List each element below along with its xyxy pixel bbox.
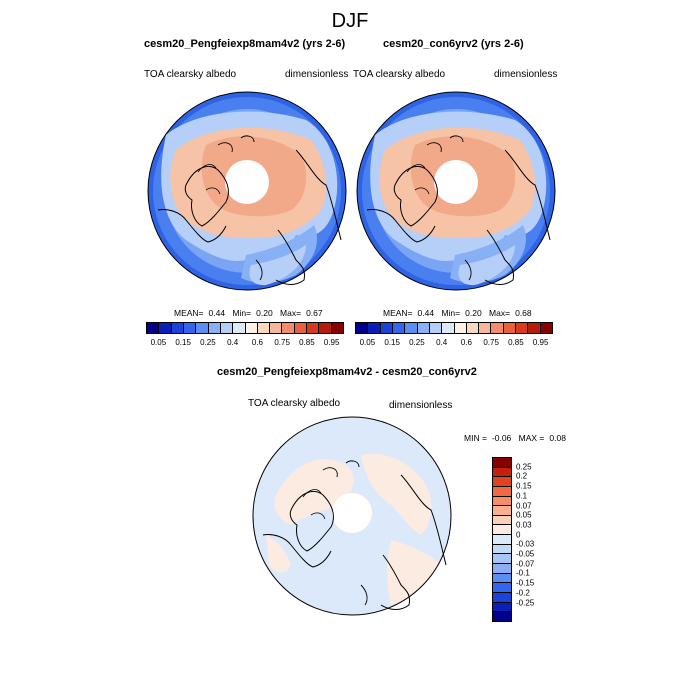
colorbar-swatch: [331, 323, 343, 333]
colorbar-swatch: [442, 323, 455, 333]
figure-title: DJF: [331, 10, 369, 32]
colorbar-swatch: [528, 323, 541, 333]
colorbar-tick-label: 0.85: [508, 338, 524, 347]
colorbar-swatch: [196, 323, 209, 333]
colorbar-swatch: [516, 323, 529, 333]
colorbar-tick-label: 0.15: [175, 338, 191, 347]
right-panel-title: cesm20_con6yrv2 (yrs 2-6): [383, 38, 524, 50]
colorbar-swatch: [493, 467, 511, 478]
colorbar-swatch: [405, 323, 418, 333]
colorbar-tick-label: 0.05: [359, 338, 376, 347]
diff-stats: MIN = -0.06 MAX = 0.08: [464, 433, 566, 443]
colorbar-swatch: [380, 323, 393, 333]
colorbar-tick-label: 0.05: [150, 338, 167, 347]
colorbar-tick-label: -0.25: [516, 598, 535, 608]
colorbar-tick-label: 0.75: [483, 338, 499, 347]
right-colorbar: [355, 322, 553, 334]
colorbar-swatch: [493, 602, 511, 613]
colorbar-swatch: [270, 323, 283, 333]
colorbar-tick-label: 0.75: [274, 338, 290, 347]
colorbar-swatch: [171, 323, 184, 333]
diff-units-label: dimensionless: [389, 400, 453, 411]
colorbar-tick-label: 0.85: [299, 338, 315, 347]
right-stats: MEAN= 0.44 Min= 0.20 Max= 0.68: [383, 308, 532, 318]
colorbar-swatch: [493, 458, 511, 468]
colorbar-tick-label: 0.15: [516, 481, 532, 491]
colorbar-swatch: [392, 323, 406, 333]
colorbar-swatch: [282, 323, 295, 333]
right-variable-label: TOA clearsky albedo: [353, 69, 446, 80]
colorbar-tick-label: 0.07: [516, 501, 532, 511]
colorbar-swatch: [493, 515, 511, 526]
colorbar-swatch: [417, 323, 430, 333]
colorbar-tick-label: -0.05: [516, 549, 535, 559]
colorbar-swatch: [503, 323, 517, 333]
colorbar-swatch: [208, 323, 221, 333]
colorbar-swatch: [294, 323, 308, 333]
colorbar-tick-label: 0.4: [227, 338, 239, 347]
diff-colorbar: [492, 457, 512, 622]
colorbar-tick-label: -0.2: [516, 588, 530, 598]
colorbar-swatch: [479, 323, 492, 333]
colorbar-swatch: [493, 544, 511, 555]
colorbar-swatch: [307, 323, 320, 333]
left-stats: MEAN= 0.44 Min= 0.20 Max= 0.67: [174, 308, 323, 318]
colorbar-swatch: [493, 592, 511, 603]
colorbar-tick-label: 0.1: [516, 491, 528, 501]
diff-panel-title: cesm20_Pengfeiexp8mam4v2 - cesm20_con6yr…: [217, 366, 477, 378]
colorbar-tick-label: -0.15: [516, 578, 535, 588]
colorbar-tick-label: 0.95: [532, 338, 549, 347]
colorbar-swatch: [493, 525, 511, 536]
right-units-label: dimensionless: [494, 69, 558, 80]
colorbar-swatch: [220, 323, 234, 333]
colorbar-tick-label: 0.05: [516, 510, 532, 520]
colorbar-swatch: [454, 323, 467, 333]
colorbar-tick-label: -0.1: [516, 568, 530, 578]
diff-polar-map: [252, 416, 452, 616]
colorbar-swatch: [245, 323, 258, 333]
colorbar-swatch: [493, 564, 511, 574]
left-panel-title: cesm20_Pengfeiexp8mam4v2 (yrs 2-6): [144, 38, 346, 50]
colorbar-swatch: [493, 506, 511, 516]
colorbar-swatch: [159, 323, 172, 333]
colorbar-tick-label: 0.03: [516, 520, 532, 530]
colorbar-swatch: [233, 323, 246, 333]
colorbar-tick-label: 0.6: [460, 338, 472, 347]
colorbar-tick-label: 0.25: [516, 462, 532, 472]
colorbar-tick-label: 0.15: [384, 338, 400, 347]
colorbar-swatch: [183, 323, 197, 333]
colorbar-tick-label: 0.6: [251, 338, 263, 347]
colorbar-swatch: [319, 323, 332, 333]
left-polar-map: [147, 91, 347, 291]
colorbar-swatch: [493, 477, 511, 487]
right-polar-map: [356, 91, 556, 291]
colorbar-swatch: [493, 583, 511, 593]
colorbar-tick-label: 0.2: [516, 471, 528, 481]
colorbar-swatch: [466, 323, 480, 333]
colorbar-swatch: [493, 612, 511, 621]
colorbar-swatch: [493, 554, 511, 565]
colorbar-swatch: [540, 323, 552, 333]
colorbar-tick-label: 0.25: [409, 338, 425, 347]
colorbar-tick-label: 0.25: [200, 338, 216, 347]
colorbar-swatch: [491, 323, 504, 333]
left-colorbar: [146, 322, 344, 334]
colorbar-tick-label: -0.07: [516, 559, 535, 569]
colorbar-tick-label: 0.4: [436, 338, 448, 347]
colorbar-tick-label: 0: [516, 530, 521, 540]
colorbar-swatch: [368, 323, 381, 333]
colorbar-swatch: [493, 535, 511, 545]
colorbar-swatch: [493, 573, 511, 584]
colorbar-swatch: [493, 496, 511, 507]
colorbar-swatch: [257, 323, 271, 333]
colorbar-tick-label: -0.03: [516, 539, 535, 549]
colorbar-swatch: [429, 323, 443, 333]
colorbar-swatch: [147, 323, 160, 333]
left-variable-label: TOA clearsky albedo: [144, 69, 237, 80]
colorbar-tick-label: 0.95: [323, 338, 340, 347]
left-units-label: dimensionless: [285, 69, 349, 80]
colorbar-swatch: [493, 486, 511, 497]
diff-variable-label: TOA clearsky albedo: [248, 398, 341, 409]
colorbar-swatch: [356, 323, 369, 333]
